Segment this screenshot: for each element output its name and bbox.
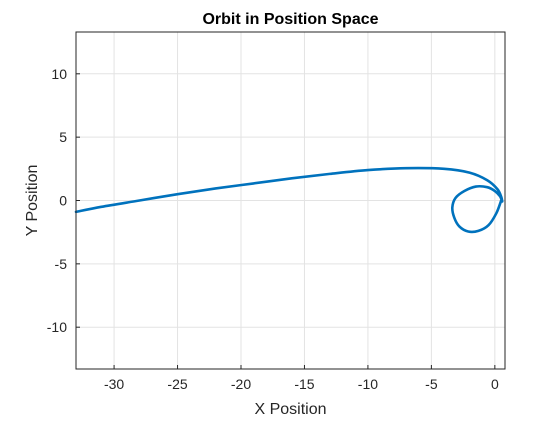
y-tick-label: 10 [51,66,67,82]
grid-lines [76,32,505,369]
x-tick-label: -25 [167,376,187,392]
y-tick-label: 0 [59,193,67,209]
y-tick-label: -10 [47,319,67,335]
chart-title: Orbit in Position Space [202,11,378,28]
series-layer [74,166,504,234]
y-tick-label: -5 [55,256,68,272]
y-tick-label: 5 [59,129,67,145]
y-axis-label: Y Position [24,165,41,237]
ticks-layer: -30 -25 -20 -15 -10 -5 0 -10 -5 0 5 10 [47,66,499,392]
x-tick-label: -5 [425,376,438,392]
x-tick-label: -10 [358,376,378,392]
x-tick-label: 0 [491,376,499,392]
x-tick-label: -20 [231,376,251,392]
x-axis-label: X Position [254,401,326,418]
orbit-trajectory-line [74,166,504,234]
x-tick-label: -15 [294,376,314,392]
x-tick-label: -30 [104,376,124,392]
